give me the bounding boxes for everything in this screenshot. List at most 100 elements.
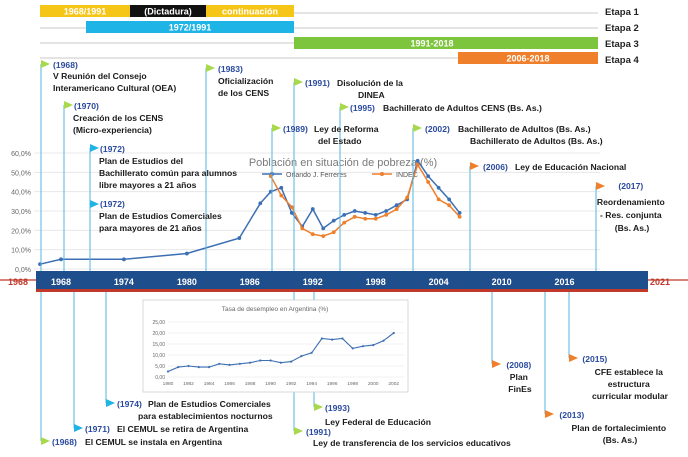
event-1971-line-1: El CEMUL se retira de Argentina (117, 424, 249, 434)
poverty-y-tick: 10,0% (11, 248, 31, 255)
event-2013-year: (2013) (559, 410, 584, 420)
etapa-3-bar (294, 37, 598, 49)
event-1970-cens: (1970) Creación de los CENS (Micro-exper… (73, 101, 166, 135)
flag-above-8 (413, 124, 422, 132)
event-1991-transferencia: (1991) Ley de transferencia de los servi… (306, 427, 511, 448)
flag-below-4 (314, 403, 323, 411)
event-2008-fines: (2008) Plan FinEs (506, 360, 533, 394)
timeline-bar (36, 271, 648, 291)
unemployment-x-tick: 1994 (306, 381, 317, 387)
timeline-tick-1968: 1968 (51, 277, 71, 287)
poverty-series-1-point (310, 232, 315, 237)
poverty-gridlines (34, 152, 600, 270)
etapa-1-bar-c (206, 5, 294, 17)
event-2002-year: (2002) (425, 124, 450, 134)
poverty-y-tick: 60,0% (11, 151, 31, 158)
poverty-y-tick: 40,0% (11, 190, 31, 197)
unemployment-series-point (259, 359, 262, 362)
flag-above-0 (41, 60, 50, 68)
timeline-end-label: 2021 (650, 277, 670, 287)
etapa-4-label: Etapa 4 (605, 55, 640, 66)
flag-above-5 (272, 124, 281, 132)
poverty-series-0-point (279, 185, 284, 190)
poverty-series-0-point (373, 212, 378, 217)
unemployment-x-tick: 1984 (204, 381, 215, 387)
event-1970-cens-line-2: (Micro-experiencia) (73, 125, 152, 135)
unemployment-x-tick: 1988 (245, 381, 256, 387)
event-1968-cemul-year: (1968) (52, 437, 77, 447)
flag-above-10 (596, 182, 605, 190)
unemployment-y-tick: 0,00 (155, 375, 165, 381)
legend-label-indec: INDEC (396, 172, 418, 179)
poverty-series-0-point (258, 201, 263, 206)
poverty-series-1-point (426, 180, 431, 184)
flag-below-3 (106, 399, 115, 407)
event-1972-bachillerato-line-1: Plan de Estudios del (99, 156, 183, 166)
flag-above-6 (294, 78, 303, 86)
event-1972-comerciales: (1972) Plan de Estudios Comerciales para… (99, 199, 224, 233)
flag-above-9 (470, 162, 479, 170)
event-1968-oea-line-1: V Reunión del Consejo (53, 71, 147, 81)
flag-above-2 (90, 144, 99, 152)
event-1972-comerciales-line-1: Plan de Estudios Comerciales (99, 211, 222, 221)
unemployment-series-point (197, 366, 200, 369)
unemployment-series-point (279, 361, 282, 364)
poverty-series-0-point (59, 257, 63, 262)
poverty-series-1-point (279, 193, 284, 198)
event-1983-year: (1983) (218, 64, 243, 74)
unemployment-series-point (392, 331, 395, 335)
etapa-1-bar-b (130, 5, 206, 17)
poverty-series-0-point (447, 197, 452, 202)
event-1972-bachillerato-line-2: Bachillerato común para alumnos (99, 168, 237, 178)
unemployment-x-tick: 1998 (347, 381, 358, 387)
unemployment-series-point (177, 366, 180, 369)
timeline: 1968 2021 1968 1974 1980 1986 1992 1998 2004 20… (0, 271, 688, 292)
poverty-chart-title: Población en situación de pobreza (%) (249, 157, 437, 169)
unemployment-x-tick: 2000 (368, 381, 379, 387)
event-2015-line-1: CFE establece la (595, 367, 664, 377)
unemployment-y-tick: 5,00 (155, 364, 165, 370)
timeline-bar-underline (36, 289, 648, 292)
unemployment-chart-title: Tasa de desempleo en Argentina (%) (222, 306, 329, 313)
event-2017-reordenamiento: (2017) Reordenamiento - Res. conjunta (B… (597, 181, 667, 233)
poverty-series-1-point (447, 203, 452, 208)
poverty-series-0-point (415, 158, 420, 163)
event-2013-line-2: (Bs. As.) (603, 435, 638, 445)
poverty-series-0-point (342, 212, 347, 217)
etapa-1-label: Etapa 1 (605, 7, 640, 18)
event-2002-line-1: Bachillerato de Adultos (Bs. As.) (458, 124, 591, 134)
timeline-tick-1974: 1974 (114, 277, 134, 287)
timeline-start-label: 1968 (8, 277, 28, 287)
poverty-series-1-point (415, 162, 420, 167)
poverty-series-0-point (184, 251, 189, 256)
poverty-series-1-point (352, 214, 357, 219)
unemployment-gridlines (168, 321, 404, 378)
flag-above-3 (90, 200, 99, 208)
event-2002-bachillerato: (2002) Bachillerato de Adultos (Bs. As.)… (425, 124, 603, 146)
event-1974-line-2: para establecimientos nocturnos (138, 411, 273, 421)
poverty-series-0-point (310, 207, 315, 211)
event-2006-ley: (2006) Ley de Educación Nacional (483, 162, 626, 172)
event-1983-line-2: de los CENS (218, 88, 269, 98)
event-1989-reforma: (1989) Ley de Reforma del Estado (283, 124, 381, 146)
event-1991-dinea-line-2: DINEA (358, 90, 385, 100)
poverty-series-0-point (331, 218, 336, 223)
event-2017-line-3: (Bs. As.) (615, 223, 650, 233)
event-1972-bachillerato-year: (1972) (100, 144, 125, 154)
poverty-series-1-point (405, 195, 410, 200)
unemployment-series-point (331, 338, 334, 341)
timeline-tick-2010: 2010 (492, 277, 512, 287)
unemployment-series-point (341, 337, 344, 340)
unemployment-x-tick: 1990 (265, 381, 276, 387)
etapa-1-bar-a (40, 5, 130, 17)
poverty-series-1-point (342, 220, 347, 225)
unemployment-series-point (248, 361, 252, 364)
unemployment-x-tick: 1986 (224, 381, 235, 387)
unemployment-y-tick: 15,00 (152, 342, 165, 348)
unemployment-series-point (351, 347, 354, 350)
unemployment-series-point (187, 364, 190, 368)
flag-above-4 (206, 64, 215, 72)
event-1995-line-1: Bachillerato de Adultos CENS (Bs. As.) (383, 103, 542, 113)
flag-above-1 (64, 101, 73, 109)
